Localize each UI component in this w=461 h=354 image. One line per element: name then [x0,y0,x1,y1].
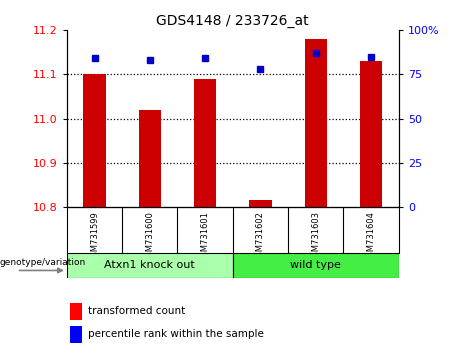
Text: wild type: wild type [290,261,341,270]
Text: GSM731601: GSM731601 [201,211,210,262]
Bar [194,79,216,207]
Bar [139,110,161,207]
Bar [83,74,106,207]
Title: GDS4148 / 233726_at: GDS4148 / 233726_at [156,14,309,28]
Text: GSM731603: GSM731603 [311,211,320,262]
Text: GSM731600: GSM731600 [145,211,154,262]
Bar [305,39,327,207]
Text: Atxn1 knock out: Atxn1 knock out [105,261,195,270]
Text: GSM731602: GSM731602 [256,211,265,262]
Text: GSM731604: GSM731604 [366,211,376,262]
Text: transformed count: transformed count [89,307,186,316]
Bar [360,61,382,207]
Bar [233,253,399,278]
Bar [70,326,82,343]
Bar [67,253,233,278]
Text: genotype/variation: genotype/variation [0,258,86,267]
Text: GSM731599: GSM731599 [90,211,99,262]
Bar [249,200,272,207]
Text: percentile rank within the sample: percentile rank within the sample [89,330,264,339]
Bar [70,303,82,320]
